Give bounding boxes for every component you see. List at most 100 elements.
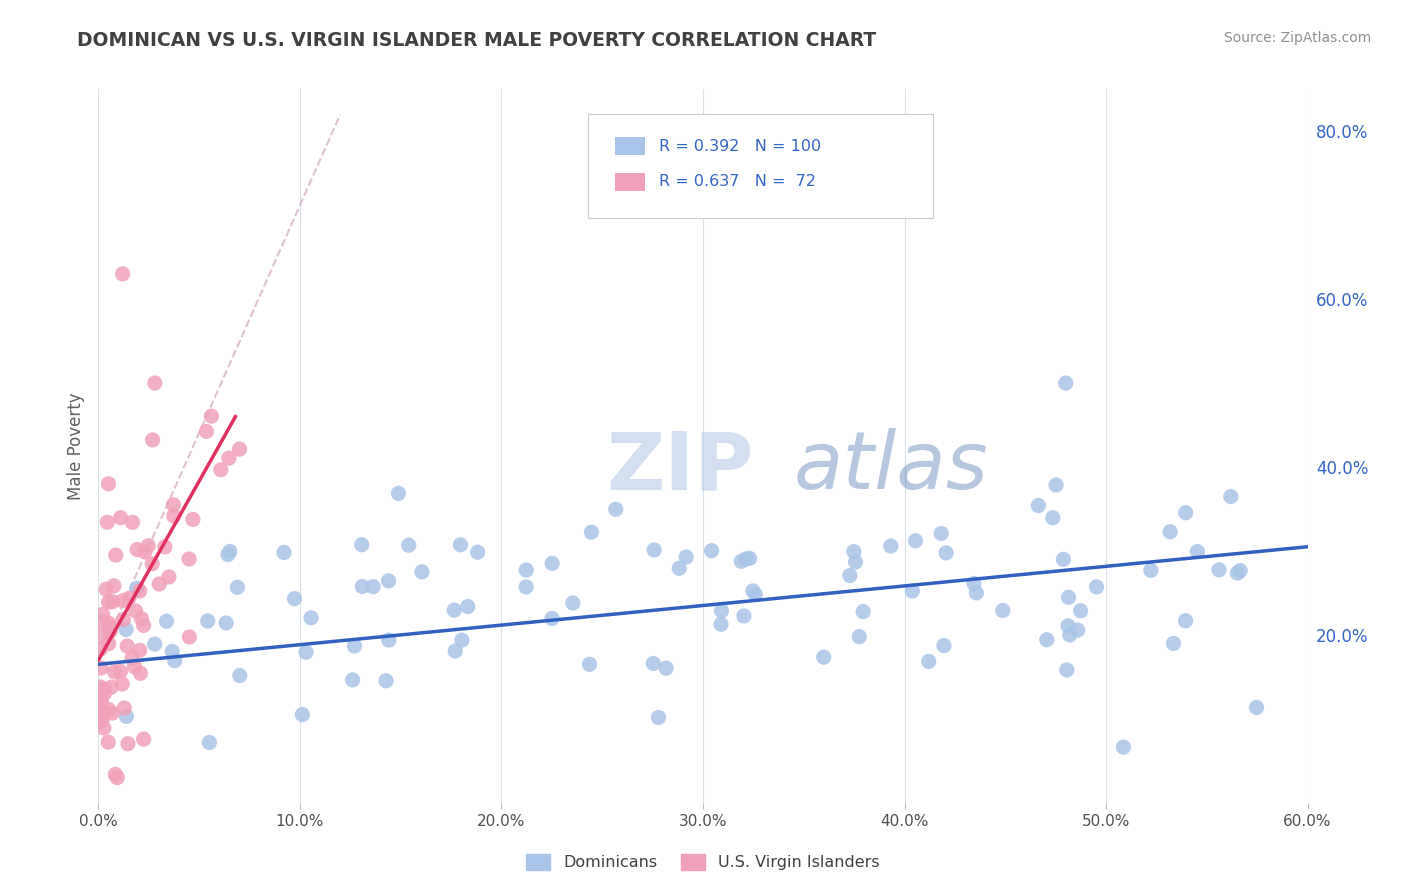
- Point: [153, 540, 176, 554]
- Point: [733, 609, 755, 624]
- Point: [744, 587, 766, 601]
- Point: [1042, 510, 1064, 524]
- Point: [197, 614, 219, 628]
- Point: [98, 616, 121, 631]
- Point: [115, 709, 138, 723]
- Point: [101, 706, 124, 720]
- Point: [738, 551, 761, 566]
- Point: [217, 548, 239, 562]
- Point: [160, 644, 183, 658]
- Point: [103, 665, 125, 679]
- Point: [136, 539, 159, 553]
- Point: [1052, 552, 1074, 566]
- Point: [935, 546, 957, 560]
- Point: [1036, 632, 1059, 647]
- Point: [94, 582, 117, 597]
- Point: [352, 580, 374, 594]
- Point: [89, 680, 111, 694]
- Point: [457, 599, 479, 614]
- FancyBboxPatch shape: [614, 173, 645, 191]
- Point: [143, 637, 166, 651]
- Point: [643, 657, 665, 671]
- Point: [209, 463, 232, 477]
- Point: [98, 624, 121, 639]
- Point: [668, 561, 690, 575]
- Point: [904, 533, 927, 548]
- Point: [932, 639, 955, 653]
- Point: [128, 583, 150, 598]
- Point: [115, 623, 138, 637]
- Point: [97, 595, 120, 609]
- Point: [111, 593, 134, 607]
- Point: [110, 665, 132, 679]
- Point: [218, 451, 240, 466]
- Text: R = 0.637   N =  72: R = 0.637 N = 72: [659, 175, 817, 189]
- Point: [124, 659, 146, 673]
- Point: [121, 651, 143, 665]
- Point: [1246, 700, 1268, 714]
- Point: [226, 580, 249, 594]
- Point: [91, 607, 114, 622]
- Point: [93, 682, 115, 697]
- Point: [181, 512, 204, 526]
- Point: [643, 543, 665, 558]
- Point: [142, 433, 165, 447]
- Legend: Dominicans, U.S. Virgin Islanders: Dominicans, U.S. Virgin Islanders: [520, 847, 886, 877]
- Point: [963, 576, 986, 591]
- Point: [443, 603, 465, 617]
- Point: [112, 701, 135, 715]
- Point: [96, 515, 118, 529]
- Point: [143, 376, 166, 390]
- Point: [198, 735, 221, 749]
- Point: [162, 498, 184, 512]
- Point: [1208, 563, 1230, 577]
- Point: [449, 538, 471, 552]
- Point: [117, 737, 139, 751]
- Point: [578, 657, 600, 672]
- Point: [1174, 506, 1197, 520]
- Point: [398, 538, 420, 552]
- Point: [179, 630, 201, 644]
- Point: [163, 654, 186, 668]
- Point: [901, 584, 924, 599]
- Point: [118, 591, 141, 606]
- Point: [378, 633, 401, 648]
- Point: [218, 544, 240, 558]
- Point: [991, 603, 1014, 617]
- Point: [929, 526, 952, 541]
- Point: [730, 554, 752, 568]
- Point: [1070, 604, 1092, 618]
- Point: [1057, 591, 1080, 605]
- Point: [90, 661, 112, 675]
- Point: [111, 677, 134, 691]
- Point: [842, 544, 865, 558]
- Point: [647, 710, 669, 724]
- Point: [132, 618, 155, 632]
- Point: [838, 568, 860, 582]
- Point: [375, 673, 398, 688]
- Point: [561, 596, 583, 610]
- Point: [200, 409, 222, 424]
- Point: [229, 668, 252, 682]
- Point: [1219, 490, 1241, 504]
- Point: [124, 604, 146, 618]
- Point: [90, 708, 112, 723]
- Point: [1026, 499, 1049, 513]
- Text: DOMINICAN VS U.S. VIRGIN ISLANDER MALE POVERTY CORRELATION CHART: DOMINICAN VS U.S. VIRGIN ISLANDER MALE P…: [77, 31, 876, 50]
- Point: [1174, 614, 1197, 628]
- Point: [103, 579, 125, 593]
- FancyBboxPatch shape: [588, 114, 932, 218]
- Point: [125, 582, 148, 596]
- Point: [1140, 563, 1163, 577]
- Text: ZIP: ZIP: [606, 428, 754, 507]
- Point: [195, 425, 218, 439]
- Point: [295, 645, 318, 659]
- Point: [273, 545, 295, 559]
- Point: [444, 644, 467, 658]
- Point: [411, 565, 433, 579]
- Point: [848, 630, 870, 644]
- Point: [117, 639, 139, 653]
- Point: [1056, 663, 1078, 677]
- Point: [1163, 636, 1185, 650]
- Point: [90, 628, 112, 642]
